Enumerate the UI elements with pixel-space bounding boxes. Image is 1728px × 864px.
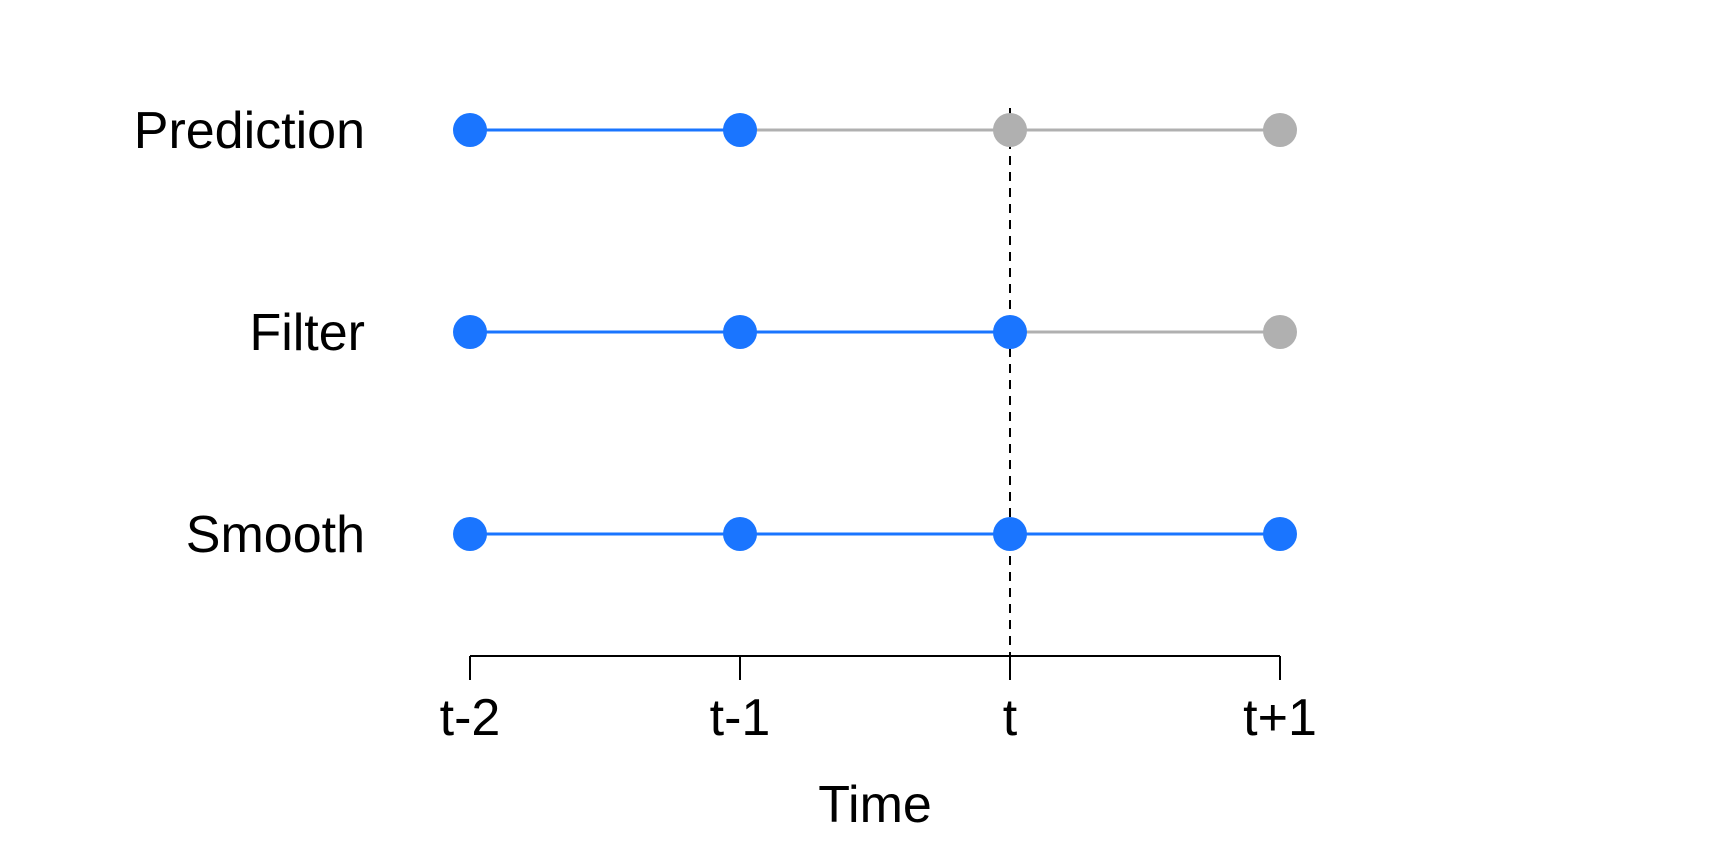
dot-smooth-t-1 bbox=[723, 517, 757, 551]
row-label-smooth: Smooth bbox=[186, 506, 365, 564]
segments-layer bbox=[470, 128, 1280, 536]
dot-filter-t-1 bbox=[723, 315, 757, 349]
dot-prediction-t-1 bbox=[723, 113, 757, 147]
dot-prediction-t-2 bbox=[453, 113, 487, 147]
row-labels: Prediction Filter Smooth bbox=[134, 102, 365, 564]
dot-smooth-t-2 bbox=[453, 517, 487, 551]
dot-smooth-t bbox=[993, 517, 1027, 551]
dot-prediction-t bbox=[993, 113, 1027, 147]
tick-label-t+1: t+1 bbox=[1243, 689, 1317, 747]
tick-label-t: t bbox=[1003, 689, 1018, 747]
axis-title: Time bbox=[818, 776, 932, 834]
dot-filter-t+1 bbox=[1263, 315, 1297, 349]
row-label-prediction: Prediction bbox=[134, 102, 365, 160]
dot-prediction-t+1 bbox=[1263, 113, 1297, 147]
dots-layer bbox=[453, 113, 1297, 551]
tick-label-t-1: t-1 bbox=[710, 689, 771, 747]
row-label-filter: Filter bbox=[249, 304, 365, 362]
dot-smooth-t+1 bbox=[1263, 517, 1297, 551]
dot-filter-t-2 bbox=[453, 315, 487, 349]
time-axis: t-2 t-1 t t+1 bbox=[440, 655, 1317, 747]
tick-label-t-2: t-2 bbox=[440, 689, 501, 747]
dot-filter-t bbox=[993, 315, 1027, 349]
